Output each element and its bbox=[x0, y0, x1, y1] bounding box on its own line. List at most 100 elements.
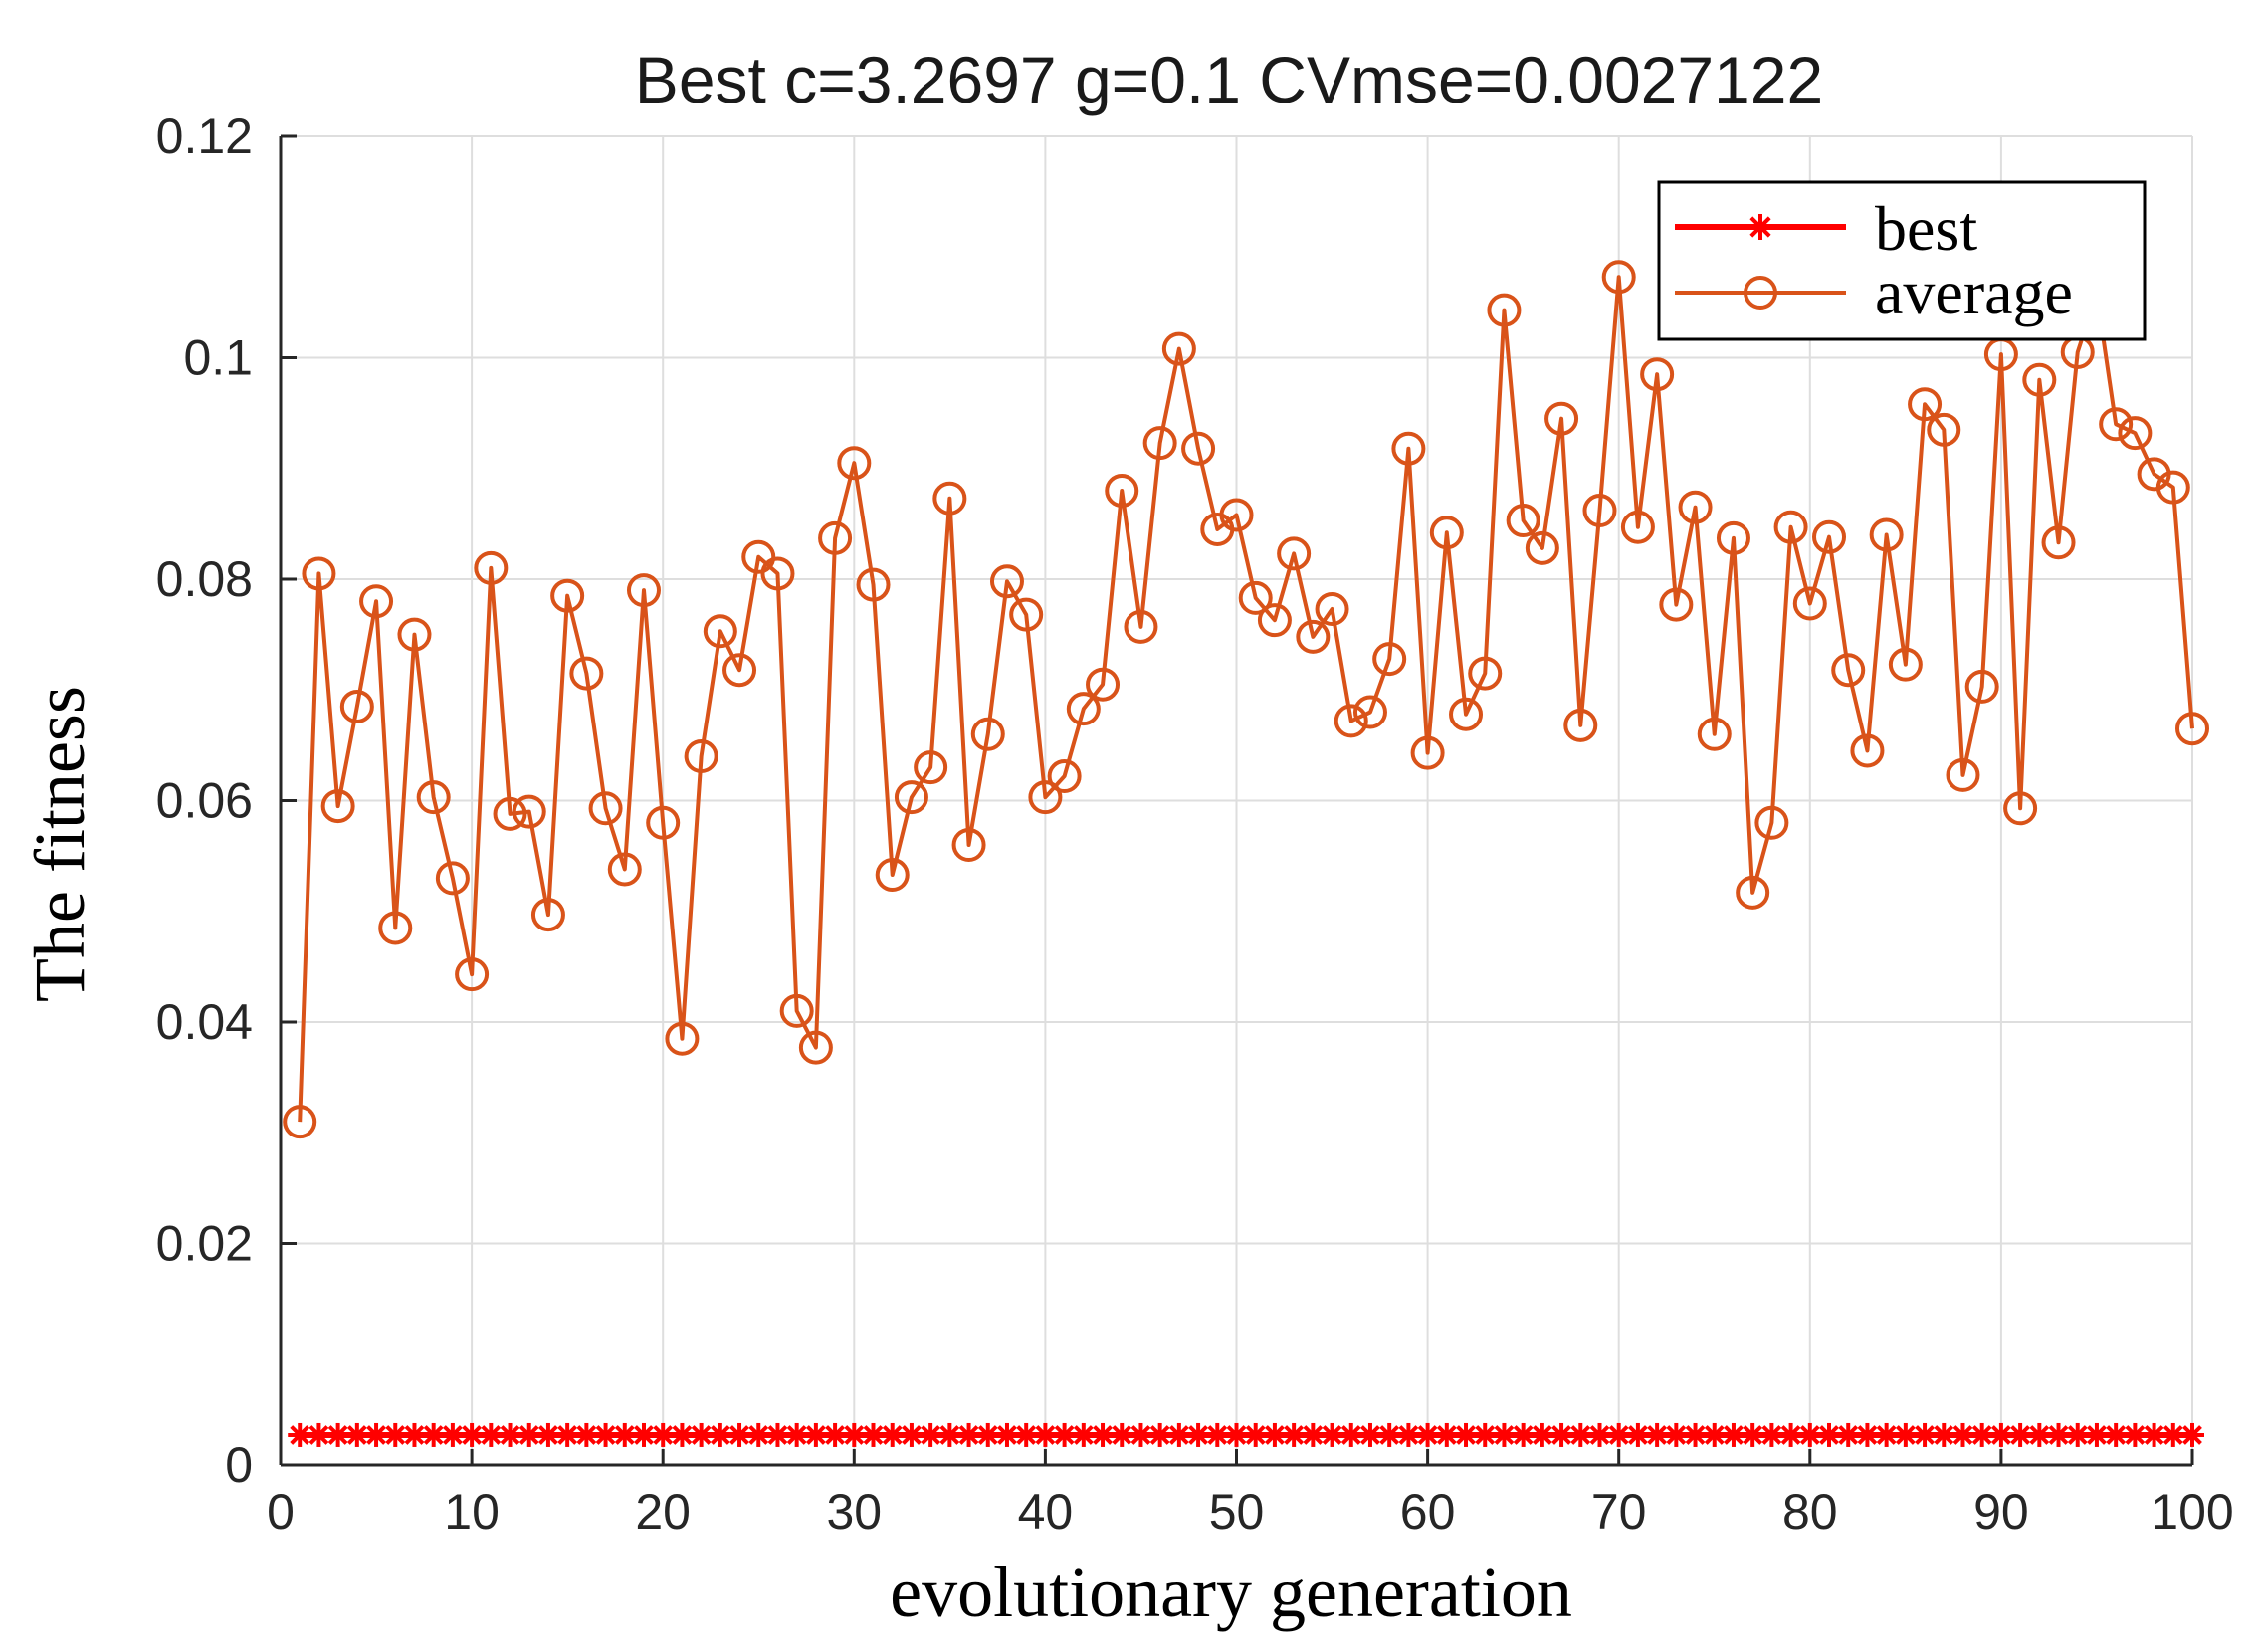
average-point bbox=[588, 791, 623, 826]
best-point bbox=[765, 1422, 790, 1447]
average-point bbox=[951, 828, 986, 862]
average-point bbox=[1888, 647, 1923, 682]
average-point bbox=[1296, 619, 1331, 654]
average-point bbox=[320, 789, 355, 824]
best-point bbox=[1243, 1422, 1268, 1447]
average-point bbox=[2155, 470, 2190, 505]
average-point bbox=[1352, 695, 1387, 729]
average-point bbox=[302, 556, 336, 591]
average-point bbox=[837, 446, 872, 481]
average-point bbox=[455, 957, 490, 992]
x-tick-label: 20 bbox=[635, 1484, 691, 1540]
average-point bbox=[875, 858, 910, 893]
average-point bbox=[2099, 407, 2134, 442]
x-tick-label: 60 bbox=[1400, 1484, 1456, 1540]
average-point bbox=[397, 617, 432, 652]
average-point bbox=[1238, 580, 1273, 615]
average-point bbox=[1028, 780, 1063, 815]
average-point bbox=[684, 739, 718, 773]
legend-best-marker bbox=[1747, 214, 1773, 240]
series-average bbox=[283, 260, 2209, 1139]
legend: best average bbox=[1657, 180, 2147, 341]
average-point bbox=[2041, 525, 2076, 560]
average-point bbox=[1946, 757, 1980, 792]
average-point bbox=[1449, 697, 1484, 731]
average-point bbox=[607, 852, 642, 887]
average-point bbox=[1716, 520, 1750, 555]
average-point bbox=[1429, 516, 1464, 550]
x-axis-label: evolutionary generation bbox=[890, 1552, 1572, 1632]
average-point bbox=[1640, 357, 1675, 392]
best-point bbox=[1301, 1422, 1326, 1447]
average-point bbox=[970, 717, 1005, 751]
average-point bbox=[1620, 510, 1655, 544]
average-point bbox=[1659, 587, 1694, 622]
average-point bbox=[359, 584, 394, 619]
average-point bbox=[989, 564, 1024, 599]
average-point bbox=[512, 794, 546, 829]
best-point bbox=[1778, 1422, 1803, 1447]
average-point bbox=[435, 861, 470, 896]
average-point bbox=[1181, 431, 1216, 466]
average-point bbox=[416, 780, 451, 815]
average-point bbox=[1086, 667, 1121, 702]
average-point bbox=[914, 750, 948, 785]
average-point bbox=[1563, 708, 1598, 742]
best-point bbox=[1415, 1422, 1440, 1447]
tick-labels: 0 10 20 30 40 50 60 70 80 90 100 0 0.02 0.04 0.06 0.08 0… bbox=[156, 108, 2234, 1540]
average-point bbox=[2118, 416, 2153, 451]
average-point bbox=[722, 653, 757, 688]
average-point bbox=[760, 556, 795, 591]
best-point bbox=[1759, 1422, 1784, 1447]
average-point bbox=[1142, 426, 1177, 461]
best-point bbox=[516, 1422, 541, 1447]
best-point bbox=[861, 1422, 886, 1447]
average-point bbox=[530, 898, 565, 932]
average-point bbox=[703, 614, 737, 649]
average-point bbox=[493, 796, 527, 831]
average-point bbox=[569, 656, 604, 691]
average-point bbox=[474, 550, 509, 585]
average-point bbox=[1582, 494, 1617, 528]
average-point bbox=[1678, 490, 1713, 524]
average-point bbox=[818, 520, 853, 555]
best-point bbox=[1262, 1422, 1287, 1447]
average-point bbox=[1964, 669, 1999, 704]
average-point bbox=[1544, 401, 1579, 436]
best-point bbox=[421, 1422, 446, 1447]
average-point bbox=[1601, 260, 1636, 295]
y-tick-label: 0.08 bbox=[156, 551, 253, 607]
best-point bbox=[937, 1422, 962, 1447]
x-tick-label: 80 bbox=[1782, 1484, 1838, 1540]
best-point bbox=[1625, 1422, 1650, 1447]
average-line bbox=[298, 275, 2194, 1123]
legend-average-label: average bbox=[1875, 257, 2073, 327]
average-point bbox=[779, 993, 814, 1028]
x-tick-label: 10 bbox=[444, 1484, 500, 1540]
best-point bbox=[325, 1422, 350, 1447]
x-tick-label: 40 bbox=[1018, 1484, 1074, 1540]
average-point bbox=[741, 539, 776, 574]
average-point bbox=[378, 911, 413, 945]
chart-title: Best c=3.2697 g=0.1 CVmse=0.0027122 bbox=[635, 43, 1823, 116]
best-point bbox=[689, 1422, 714, 1447]
y-tick-label: 0.1 bbox=[183, 330, 253, 386]
y-tick-label: 0.12 bbox=[156, 108, 253, 164]
best-point bbox=[1052, 1422, 1077, 1447]
average-point bbox=[1047, 759, 1082, 794]
average-point bbox=[1792, 586, 1827, 621]
y-tick-label: 0.06 bbox=[156, 773, 253, 829]
best-point bbox=[2123, 1422, 2148, 1447]
average-point bbox=[1773, 510, 1808, 544]
average-point bbox=[1736, 875, 1770, 910]
y-tick-label: 0.02 bbox=[156, 1216, 253, 1272]
x-tick-label: 0 bbox=[267, 1484, 295, 1540]
average-point bbox=[2003, 791, 2038, 826]
average-point bbox=[1487, 293, 1522, 327]
average-point bbox=[1391, 431, 1426, 466]
best-point bbox=[919, 1422, 943, 1447]
series-best bbox=[288, 1422, 2204, 1447]
best-point bbox=[1320, 1422, 1344, 1447]
legend-best-label: best bbox=[1875, 193, 1977, 264]
average-point bbox=[1334, 704, 1368, 738]
